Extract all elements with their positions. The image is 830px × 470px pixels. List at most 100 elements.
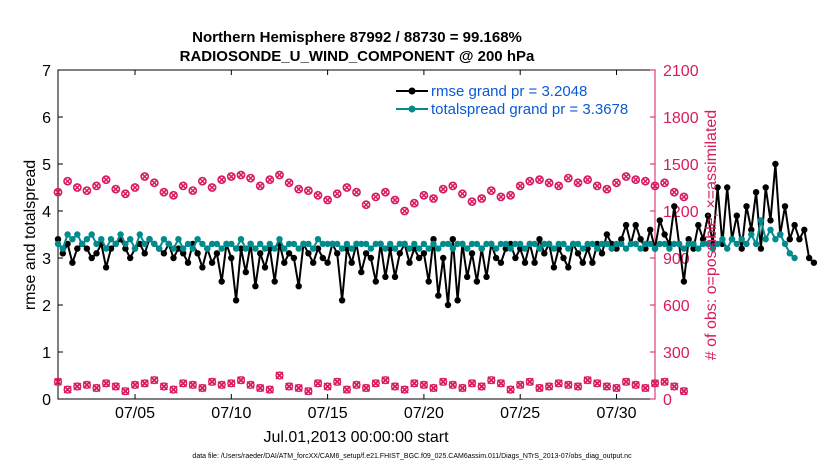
totalspread-point [743, 240, 750, 248]
obs-possible-point [130, 183, 140, 192]
obs-assimilated-circle [256, 384, 264, 392]
totalspread-point [531, 240, 538, 248]
obs-possible-point [602, 184, 612, 194]
totalspread-point [324, 240, 331, 248]
rmse-point [483, 273, 490, 280]
rmse-point [440, 254, 447, 262]
obs-possible-cross [247, 174, 255, 182]
totalspread-point [502, 240, 509, 248]
totalspread-point [343, 240, 351, 248]
obs-assimilated-circle-outline [496, 379, 506, 388]
totalspread-point [651, 245, 659, 252]
obs-possible-cross [545, 179, 553, 187]
totalspread-point [59, 245, 66, 252]
obs-possible-cross [641, 177, 649, 185]
totalspread-line [57, 219, 796, 259]
obs-possible-point [313, 190, 323, 200]
rmse-point [796, 236, 803, 243]
totalspread-point [112, 240, 120, 248]
totalspread-point [78, 240, 86, 248]
obs-possible-cross [603, 185, 611, 193]
totalspread-point [603, 240, 611, 248]
totalspread-point [362, 240, 370, 248]
totalspread-point [107, 236, 115, 243]
rmse-point [449, 236, 456, 243]
rmse-point [252, 283, 259, 290]
totalspread-point [228, 240, 235, 248]
obs-possible-cross [237, 171, 245, 179]
rmse-point [622, 221, 630, 229]
rmse-point [603, 231, 611, 238]
totalspread-point [690, 240, 697, 248]
totalspread-point [724, 245, 731, 252]
obs-possible-point [121, 189, 130, 199]
rmse-point [358, 268, 365, 276]
totalspread-point [266, 240, 273, 248]
obs-assimilated-circle-outline [208, 377, 217, 386]
obs-assimilated-circle [632, 381, 640, 389]
totalspread-point [314, 236, 322, 243]
obs-possible-point [284, 178, 294, 188]
totalspread-point [83, 236, 91, 243]
totalspread-point [560, 240, 567, 248]
obs-possible-point [380, 187, 390, 197]
rmse-point [584, 245, 591, 252]
totalspread-point [406, 245, 413, 252]
rmse-point [473, 278, 481, 285]
totalspread-point [271, 245, 278, 252]
rmse-point [83, 245, 91, 252]
rmse-point [295, 283, 302, 290]
obs-possible-point [457, 189, 467, 199]
obs-assimilated-circle-outline [82, 380, 92, 390]
obs-possible-point [515, 181, 525, 191]
totalspread-point [242, 245, 249, 252]
obs-assimilated-circle-outline [583, 376, 592, 385]
obs-assimilated-circle [564, 381, 572, 389]
rmse-point [791, 221, 798, 229]
rmse-point [507, 240, 514, 248]
x-tick-label: 07/30 [596, 405, 636, 422]
obs-assimilated-circle [285, 382, 293, 390]
totalspread-point [517, 240, 524, 248]
rmse-point [425, 278, 432, 285]
rmse-point [69, 259, 76, 266]
obs-possible-cross [112, 185, 120, 193]
chart-title-line1: Northern Hemisphere 87992 / 88730 = 99.1… [192, 29, 522, 46]
obs-possible-cross [564, 174, 572, 182]
obs-possible-point [63, 176, 72, 186]
totalspread-point [425, 245, 432, 252]
totalspread-point [699, 240, 707, 248]
totalspread-point [777, 231, 784, 238]
obs-assimilated-circle-outline [323, 382, 332, 391]
obs-assimilated-circle [612, 384, 621, 392]
obs-assimilated-circle-outline [439, 377, 448, 386]
rmse-point [517, 245, 524, 252]
totalspread-point [468, 240, 476, 248]
rmse-point [738, 245, 745, 252]
totalspread-point [117, 231, 124, 238]
obs-possible-point [486, 186, 496, 195]
totalspread-point [204, 245, 211, 252]
obs-assimilated-circle [131, 381, 139, 389]
obs-possible-point [467, 197, 477, 206]
y-left-tick-label: 1 [42, 345, 51, 362]
rmse-point [464, 273, 471, 280]
legend: rmse grand pr = 3.2048 totalspread grand… [396, 83, 628, 118]
obs-possible-cross [507, 191, 515, 199]
totalspread-point [680, 245, 688, 252]
obs-assimilated-circle-outline [294, 383, 303, 393]
obs-possible-point [101, 175, 111, 185]
totalspread-point [675, 240, 683, 248]
obs-possible-point [246, 173, 255, 183]
totalspread-point [772, 236, 779, 243]
obs-possible-cross [622, 173, 630, 181]
obs-assimilated-circle [121, 387, 129, 395]
rmse-point [690, 245, 697, 252]
totalspread-point [550, 245, 558, 252]
y-right-tick-label: 1800 [663, 110, 699, 127]
rmse-point [305, 250, 312, 257]
totalspread-point [757, 217, 765, 224]
x-tick-label: 07/05 [115, 405, 155, 422]
rmse-point [647, 226, 654, 233]
obs-assimilated-circle-outline [448, 380, 457, 390]
